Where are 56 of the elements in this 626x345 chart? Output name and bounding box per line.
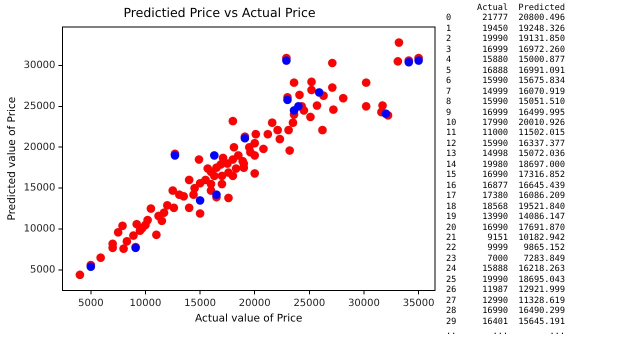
point (282, 56, 291, 65)
text: 29 16401 15645.191 (446, 316, 565, 328)
text: 19 13990 14086.147 (446, 212, 565, 223)
text: 21 9151 10182.942 (446, 232, 565, 244)
text: 13 14998 15072.036 (446, 149, 565, 160)
text: 27 12990 11328.619 (446, 296, 565, 306)
point (414, 56, 423, 65)
text: 10 17990 20010.926 (446, 118, 565, 128)
x-axis-title: Actual value of Price (195, 312, 302, 324)
text: 22 9999 9865.152 (446, 243, 565, 254)
y-tick-label: 20000 (24, 142, 56, 153)
point (196, 196, 204, 205)
text: .. ... ... (446, 327, 565, 338)
text: 15 16990 17316.852 (446, 170, 565, 181)
point (290, 106, 298, 115)
text: 0 21777 20800.496 (446, 13, 565, 24)
y-axis-title: Predicted value of Price (6, 96, 18, 221)
text: 18 18568 19521.840 (446, 202, 565, 212)
point (314, 88, 324, 97)
text: 24 15888 16218.263 (446, 264, 565, 275)
text: 11 11000 11502.015 (446, 128, 565, 139)
chart-title: Predictied Price vs Actual Price (123, 4, 316, 20)
text: 8 15990 15051.510 (446, 97, 565, 108)
text: 14 19980 18697.000 (446, 160, 565, 170)
x-tick-label: 15000 (184, 298, 216, 309)
x-tick-label: 30000 (348, 298, 380, 309)
x-tick-label: 10000 (130, 298, 162, 309)
text: 12 15990 16337.377 (446, 138, 565, 150)
text: 20 16990 17691.870 (446, 222, 565, 233)
y-tick-label: 30000 (24, 60, 56, 72)
text: 17 17380 16086.209 (446, 191, 565, 202)
text: 16 16877 16645.439 (446, 180, 565, 192)
x-tick-label: 35000 (402, 298, 435, 309)
text: 7 14999 16070.919 (446, 86, 565, 98)
text: 26 11987 12921.999 (446, 285, 565, 296)
point (210, 151, 219, 160)
x-tick-label: 5000 (78, 298, 104, 309)
x-tick-label: 20000 (238, 298, 271, 309)
text: 5 16888 16991.091 (446, 66, 565, 76)
y-tick-label: 15000 (24, 182, 56, 194)
y-tick-label: 10000 (24, 224, 56, 235)
y-tick-label: 5000 (30, 264, 56, 276)
point (283, 96, 292, 104)
text: 4 15880 15000.877 (446, 55, 565, 66)
text: 23 7000 7283.849 (446, 254, 565, 264)
x-tick-label: 25000 (293, 298, 326, 309)
text: 1 19450 19248.326 (446, 24, 565, 34)
point (212, 190, 221, 199)
text: 9 16999 16499.995 (446, 108, 565, 118)
text: 2 19990 19131.850 (446, 34, 565, 45)
y-tick-label: 25000 (24, 100, 56, 112)
text: 6 15990 15675.834 (446, 76, 565, 87)
text: Actual Predicted (476, 3, 565, 14)
text: 25 19990 18695.043 (446, 274, 565, 286)
text: 28 16990 16490.299 (446, 306, 565, 317)
text: 3 16999 16972.260 (446, 44, 565, 56)
